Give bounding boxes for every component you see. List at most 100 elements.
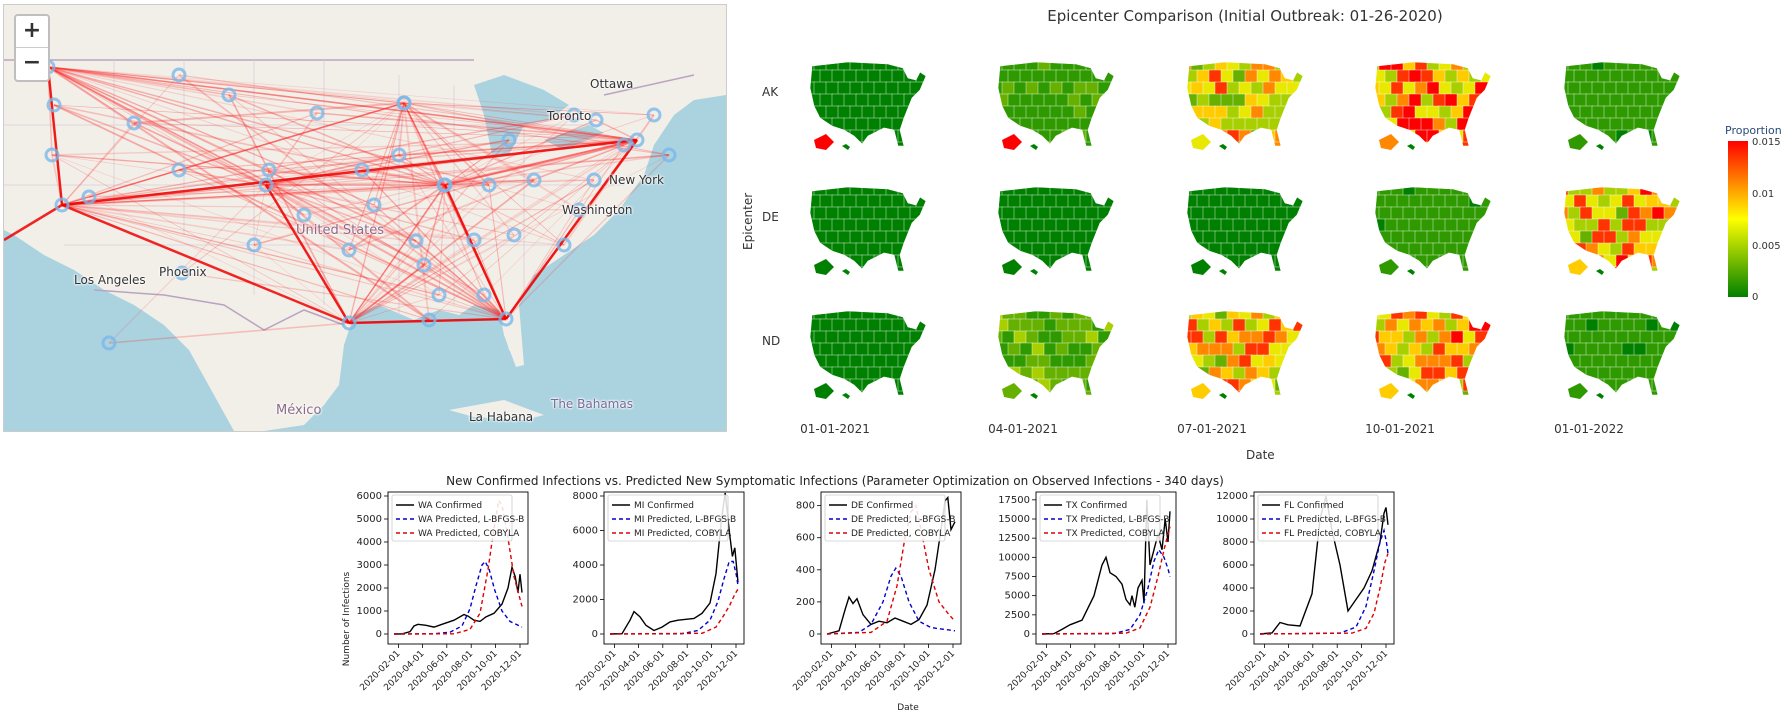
network-edge: [444, 144, 625, 186]
chart-legend: WA Confirmed WA Predicted, L-BFGS-B WA Pre…: [391, 494, 524, 542]
network-edge: [265, 184, 430, 321]
florida: [499, 305, 524, 367]
legend-label: FL Predicted, L-BFGS-B: [1284, 515, 1386, 525]
legend-label: FL Predicted, COBYLA: [1284, 529, 1382, 539]
y-tick-label: 10000: [998, 552, 1030, 563]
network-edge: [61, 74, 180, 206]
us-state-map: [1186, 186, 1304, 275]
network-edge: [316, 112, 638, 141]
alaska-shape: [1379, 383, 1399, 399]
network-node: [498, 311, 514, 327]
epicenter-col-label: 07-01-2021: [1177, 422, 1247, 436]
hawaii-shape: [1407, 144, 1415, 150]
state-cell: [1645, 390, 1660, 395]
network-edge: [47, 66, 670, 156]
network-edge: [348, 184, 446, 324]
state-cell: [891, 390, 906, 395]
network-edge: [228, 94, 638, 141]
us-outline: [1186, 310, 1304, 396]
hawaii-shape: [1030, 144, 1038, 150]
country-label-mexico: México: [276, 403, 322, 418]
charts-xlabel: Date: [897, 703, 919, 713]
us-state-map: [997, 310, 1115, 399]
colorbar-tick: 0.005: [1752, 241, 1781, 252]
network-edge: [47, 66, 267, 186]
chart-legend: MI Confirmed MI Predicted, L-BFGS-B MI Pre…: [607, 494, 736, 542]
network-node: [556, 237, 572, 253]
state-cell: [1079, 266, 1094, 271]
alaska-shape: [1568, 134, 1588, 150]
colorbar: [1728, 141, 1748, 297]
map-canvas: [4, 5, 726, 431]
us-state-map: [1374, 61, 1492, 150]
network-node: [506, 227, 522, 243]
zoom-out-button[interactable]: −: [16, 47, 48, 79]
network-edge: [61, 102, 405, 206]
network-node: [258, 177, 274, 193]
network-edge: [348, 234, 515, 324]
hawaii-shape: [842, 144, 850, 150]
us-state-map: [1186, 310, 1304, 399]
hawaii-shape: [1219, 144, 1227, 150]
network-edge: [61, 139, 510, 206]
network-node: [261, 162, 277, 178]
series-lbfgsb: [609, 560, 739, 635]
network-node: [566, 107, 582, 123]
hawaii-shape: [1596, 144, 1604, 150]
network-edge: [348, 102, 405, 324]
network-edge: [265, 184, 425, 266]
zoom-in-button[interactable]: +: [16, 16, 48, 47]
network-edge: [265, 184, 475, 241]
colorbar-tick: 0.015: [1752, 137, 1781, 148]
y-tick-label: 2000: [573, 595, 598, 606]
network-node: [571, 202, 587, 218]
us-canada-border: [4, 59, 695, 96]
network-map[interactable]: + − Ottawa Toronto New York Washington U…: [3, 4, 727, 432]
network-node: [341, 242, 357, 258]
network-edge: [444, 184, 565, 246]
state-cell: [1079, 390, 1094, 395]
network-edge: [53, 104, 446, 186]
hawaii-shape: [842, 269, 850, 275]
state-cell: [1268, 266, 1283, 271]
network-edge: [348, 294, 440, 324]
alaska-shape: [1002, 383, 1022, 399]
chart-panel-fl: 0200040006000800010000120002020-02-01202…: [1216, 491, 1395, 693]
city-label-new-york: New York: [609, 173, 664, 187]
network-edge: [47, 66, 575, 116]
alaska-shape: [814, 134, 834, 150]
state-cell: [1645, 266, 1660, 271]
us-outline: [1374, 186, 1492, 272]
network-edge: [348, 240, 417, 324]
state-cell: [1456, 390, 1471, 395]
network-edge: [265, 102, 405, 186]
network-edge: [403, 102, 655, 116]
network-node: [501, 132, 517, 148]
network-edge: [348, 179, 595, 324]
hawaii-shape: [1219, 393, 1227, 399]
network-edge: [47, 66, 417, 242]
us-mexico-border: [93, 289, 345, 331]
network-edge: [398, 154, 446, 186]
chart-panel-wa: 01000200030004000500060002020-02-012020-…: [357, 491, 529, 693]
chart-legend: FL Confirmed FL Predicted, L-BFGS-B FL Pre…: [1257, 494, 1386, 542]
network-edge: [403, 102, 430, 321]
network-edge: [423, 184, 446, 266]
network-node: [416, 257, 432, 273]
network-edge-major: [61, 138, 638, 207]
network-node: [437, 177, 453, 193]
us-state-map: [997, 61, 1115, 150]
network-edge: [265, 184, 515, 236]
city-label-phoenix: Phoenix: [159, 265, 207, 279]
network-node: [174, 265, 190, 281]
y-tick-label: 600: [796, 533, 815, 544]
series-lbfgsb: [393, 560, 523, 635]
network-node: [466, 232, 482, 248]
epicenter-comparison: Epicenter Comparison (Initial Outbreak: …: [730, 0, 1790, 470]
legend-label: FL Confirmed: [1284, 501, 1344, 511]
network-node: [396, 95, 412, 111]
network-edge: [61, 204, 580, 211]
network-edge: [88, 102, 405, 198]
chart-panel-mi: 020004000600080002020-02-012020-04-01202…: [573, 491, 745, 693]
